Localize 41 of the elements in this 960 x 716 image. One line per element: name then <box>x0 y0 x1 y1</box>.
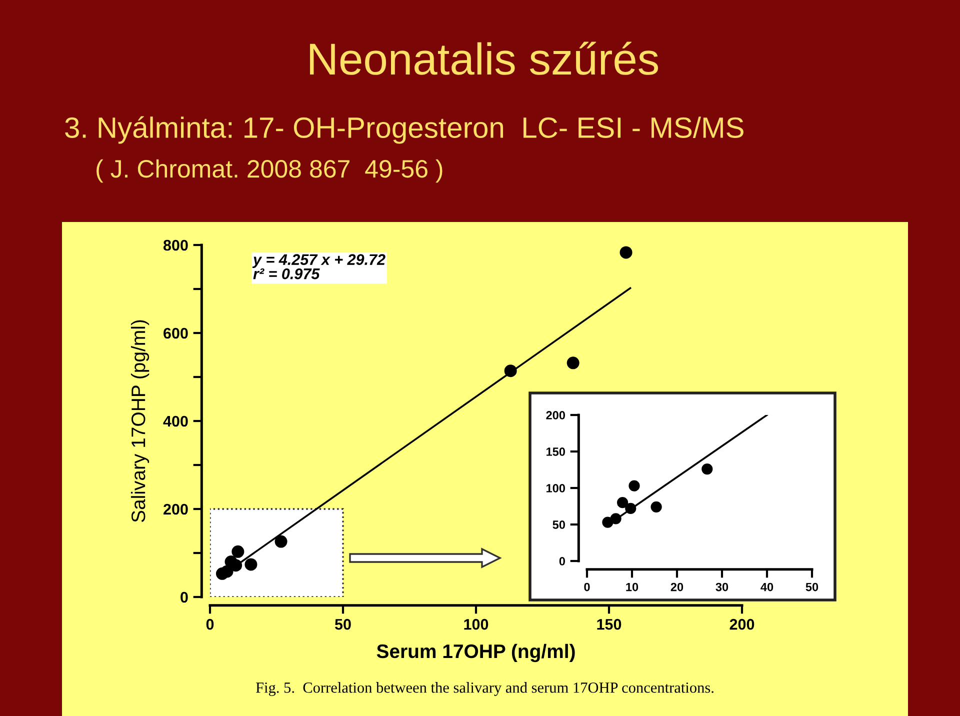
point <box>274 535 288 548</box>
caption: Fig. 5. Correlation between the salivary and serum 17OHP concentrations. <box>256 682 714 696</box>
y-tick-label: 50 <box>552 520 565 529</box>
x-tick-label: 150 <box>597 618 622 630</box>
point <box>504 364 517 378</box>
annotation: y = 4.257 x + 29.72 r² = 0.975 <box>252 254 386 280</box>
y-tick-label: 200 <box>164 504 188 515</box>
chart-subtitle: 3. Nyálminta: 17- OH-Progesteron LC- ESI - MS/MS <box>65 116 744 144</box>
x-tick-label: 50 <box>806 582 818 592</box>
y-axis-title: Salivary 17OHP (pg/ml) <box>130 320 150 522</box>
x-tick-label: 20 <box>670 582 684 592</box>
x-tick-label: 0 <box>584 582 590 592</box>
y-tick-label: 400 <box>163 416 188 427</box>
x-tick-label: 10 <box>626 582 638 592</box>
x-tick-label: 100 <box>464 618 488 630</box>
point <box>244 558 258 571</box>
text: ( J. Chromat. 2008 867 49-56 ) <box>96 159 442 183</box>
y-tick-label: 0 <box>559 557 565 566</box>
point <box>628 480 640 492</box>
point <box>650 501 662 513</box>
x-tick-label: 30 <box>716 582 728 592</box>
x-tick-label: 0 <box>206 618 214 630</box>
x-tick-label: 50 <box>334 618 351 630</box>
y-tick-label: 150 <box>546 448 565 456</box>
x-axis-title: Serum 17OHP (ng/ml) <box>376 644 575 662</box>
y-tick-label: 600 <box>164 328 188 339</box>
point <box>232 545 244 558</box>
point <box>602 516 614 528</box>
y-tick-label: 100 <box>546 484 565 492</box>
x-tick-label: 40 <box>760 582 774 592</box>
y-tick-label: 800 <box>163 240 188 251</box>
point <box>610 513 622 524</box>
point <box>566 356 580 370</box>
point <box>620 246 632 259</box>
y-tick-label: 0 <box>180 592 188 603</box>
point <box>702 463 713 475</box>
x-tick-label: 200 <box>730 618 754 630</box>
point <box>616 497 628 508</box>
chart-title: Neonatalis szűrés <box>310 42 658 75</box>
point <box>625 502 636 514</box>
y-tick-label: 200 <box>546 411 565 420</box>
